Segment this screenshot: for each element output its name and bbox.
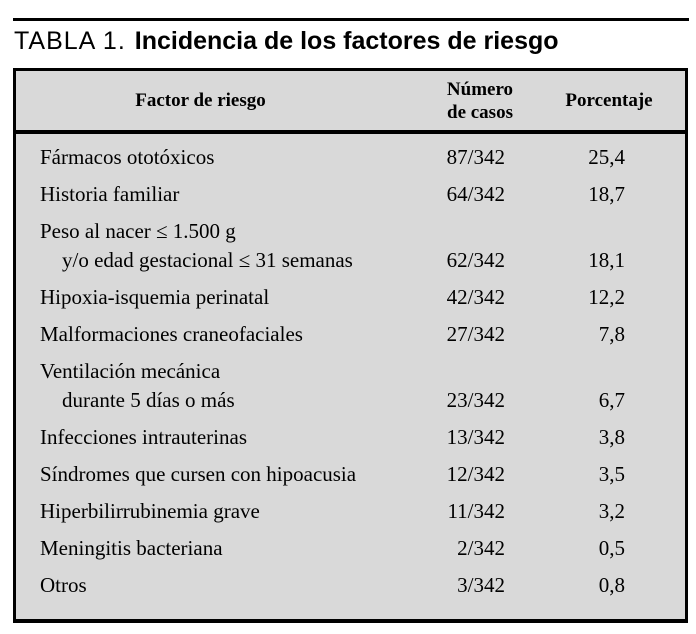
cases-cell: 11/342 [447, 499, 505, 523]
table-row: Historia familiar 64/342 18,7 [16, 180, 685, 209]
percentage-cell: 3,8 [598, 425, 625, 449]
cases-cell: 62/342 [446, 248, 505, 272]
header-cases-line2: de casos [447, 101, 513, 123]
cases-cell: 2/342 [457, 536, 505, 560]
percentage-cell: 0,8 [598, 573, 625, 597]
factor-cell: Fármacos ototóxicos [16, 143, 440, 172]
table-row: Hiperbilirrubinemia grave 11/342 3,2 [16, 497, 685, 526]
table-row: Hipoxia-isquemia perinatal 42/342 12,2 [16, 283, 685, 312]
factor-cell: Meningitis bacteriana [16, 534, 440, 563]
cases-cell: 3/342 [457, 573, 505, 597]
factor-line: Meningitis bacteriana [40, 536, 223, 560]
table-row: Otros 3/342 0,8 [16, 571, 685, 600]
table-row: Infecciones intrauterinas 13/342 3,8 [16, 423, 685, 452]
factor-line: Historia familiar [40, 182, 180, 206]
percentage-cell: 18,1 [588, 248, 625, 272]
percentage-cell: 3,2 [598, 499, 625, 523]
cases-cell: 13/342 [446, 425, 505, 449]
factor-cell: Síndromes que cursen con hipoacusia [16, 460, 440, 489]
table-title-text: Incidencia de los factores de riesgo [134, 27, 559, 55]
factor-line: Peso al nacer ≤ 1.500 g [40, 219, 236, 243]
factor-cell: Infecciones intrauterinas [16, 423, 440, 452]
factor-cell: Otros [16, 571, 440, 600]
header-factor: Factor de riesgo [135, 89, 266, 111]
factor-line: y/o edad gestacional ≤ 31 semanas [62, 248, 353, 272]
factor-cell: Hipoxia-isquemia perinatal [16, 283, 440, 312]
factor-line: Fármacos ototóxicos [40, 145, 215, 169]
cases-cell: 42/342 [446, 285, 505, 309]
factor-cell: Malformaciones craneofaciales [16, 320, 440, 349]
percentage-cell: 7,8 [598, 322, 625, 346]
table-number-label: TABLA 1. [14, 27, 126, 55]
cases-cell: 12/342 [446, 462, 505, 486]
percentage-cell: 0,5 [598, 536, 625, 560]
percentage-cell: 25,4 [588, 145, 625, 169]
risk-factors-table: Factor de riesgo Número de casos Porcent… [13, 68, 688, 623]
factor-cell: Peso al nacer ≤ 1.500 g y/o edad gestacio… [16, 217, 440, 275]
factor-cell: Historia familiar [16, 180, 440, 209]
factor-line: Síndromes que cursen con hipoacusia [40, 462, 357, 486]
factor-line: durante 5 días o más [62, 388, 235, 412]
factor-line: Ventilación mecánica [40, 359, 221, 383]
factor-line: Infecciones intrauterinas [40, 425, 247, 449]
table-caption: TABLA 1. Incidencia de los factores de ri… [14, 27, 559, 56]
table-row: Meningitis bacteriana 2/342 0,5 [16, 534, 685, 563]
factor-cell: Hiperbilirrubinemia grave [16, 497, 440, 526]
cases-cell: 23/342 [446, 388, 505, 412]
header-cases: Número de casos [440, 78, 555, 124]
table-row: Malformaciones craneofaciales 27/342 7,8 [16, 320, 685, 349]
table-row: Peso al nacer ≤ 1.500 g y/o edad gestacio… [16, 217, 685, 275]
header-cases-line1: Número [446, 78, 514, 100]
cases-cell: 27/342 [446, 322, 505, 346]
table-header-row: Factor de riesgo Número de casos Porcent… [16, 71, 685, 134]
factor-line: Hipoxia-isquemia perinatal [40, 285, 270, 309]
table-row: Fármacos ototóxicos 87/342 25,4 [16, 143, 685, 172]
cases-cell: 87/342 [446, 145, 505, 169]
percentage-cell: 18,7 [588, 182, 625, 206]
header-percentage: Porcentaje [565, 89, 653, 111]
cases-cell: 64/342 [446, 182, 505, 206]
factor-cell: Ventilación mecánica durante 5 días o más [16, 357, 440, 415]
title-top-rule [13, 18, 689, 21]
percentage-cell: 6,7 [598, 388, 625, 412]
table-body: Fármacos ototóxicos 87/342 25,4 Historia… [16, 134, 685, 600]
percentage-cell: 12,2 [588, 285, 625, 309]
table-row: Síndromes que cursen con hipoacusia 12/3… [16, 460, 685, 489]
factor-line: Hiperbilirrubinemia grave [40, 499, 260, 523]
factor-line: Otros [40, 573, 87, 597]
table-row: Ventilación mecánica durante 5 días o más… [16, 357, 685, 415]
percentage-cell: 3,5 [598, 462, 625, 486]
factor-line: Malformaciones craneofaciales [40, 322, 303, 346]
